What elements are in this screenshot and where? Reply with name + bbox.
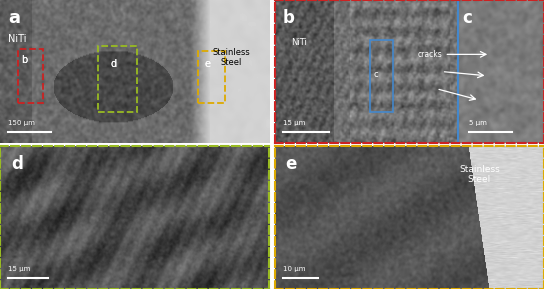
Text: 15 μm: 15 μm bbox=[8, 266, 30, 272]
Text: b: b bbox=[21, 55, 27, 65]
Text: 5 μm: 5 μm bbox=[468, 120, 486, 126]
Text: b: b bbox=[21, 55, 27, 65]
Text: 10 μm: 10 μm bbox=[283, 266, 305, 272]
Text: cracks: cracks bbox=[417, 50, 442, 59]
Text: e: e bbox=[205, 59, 211, 69]
Text: Stainless
Steel: Stainless Steel bbox=[213, 47, 250, 67]
Bar bbox=[17, 49, 43, 103]
Text: Stainless
Steel: Stainless Steel bbox=[459, 165, 500, 184]
Text: c: c bbox=[373, 70, 378, 79]
Text: b: b bbox=[283, 9, 295, 27]
Text: e: e bbox=[205, 59, 211, 69]
Text: d: d bbox=[11, 155, 23, 173]
Text: e: e bbox=[286, 155, 297, 173]
Text: NiTi: NiTi bbox=[291, 38, 307, 47]
Text: a: a bbox=[8, 9, 20, 27]
Text: d: d bbox=[110, 59, 116, 69]
Bar bbox=[370, 40, 393, 112]
Text: c: c bbox=[462, 9, 472, 27]
Text: 15 μm: 15 μm bbox=[283, 120, 305, 126]
Bar bbox=[198, 51, 225, 103]
Text: 150 μm: 150 μm bbox=[8, 120, 35, 126]
Text: NiTi: NiTi bbox=[8, 34, 27, 44]
Bar bbox=[98, 46, 137, 112]
Text: d: d bbox=[110, 59, 116, 69]
